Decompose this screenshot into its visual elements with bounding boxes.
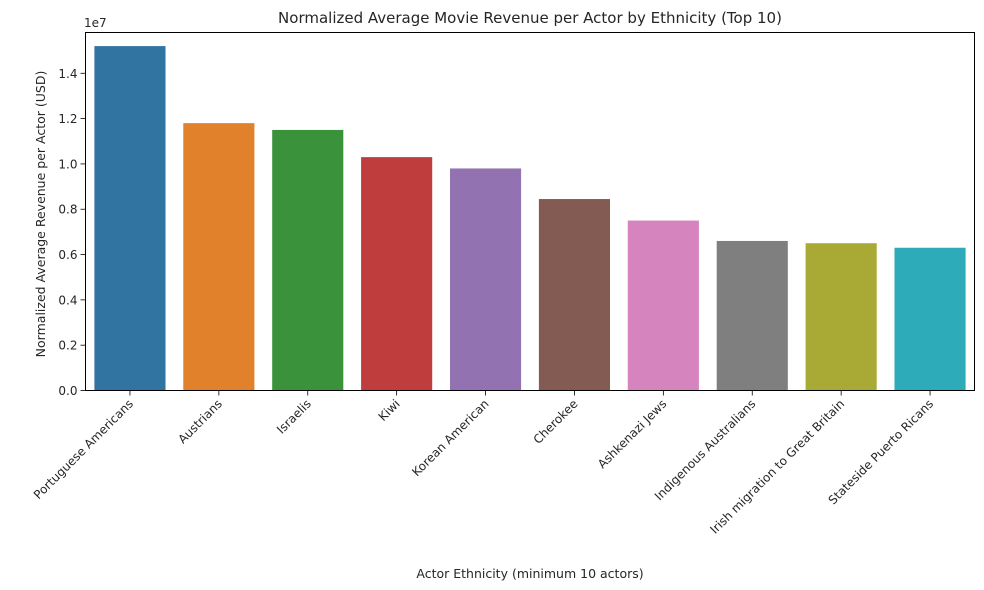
bar-7 xyxy=(627,220,699,391)
y-tick-label: 0.6 xyxy=(58,248,77,262)
bars-group xyxy=(94,46,966,391)
bar-9 xyxy=(805,243,877,391)
x-tick-label: Portuguese Americans xyxy=(31,397,136,502)
bar-3 xyxy=(272,129,344,391)
bar-4 xyxy=(361,157,433,391)
y-tick-label: 0.2 xyxy=(58,339,77,353)
plot-area-frame xyxy=(85,32,975,391)
y-tick-label: 0.0 xyxy=(58,384,77,398)
bar-6 xyxy=(538,199,611,391)
x-tick-label: Kiwi xyxy=(376,397,403,424)
y-tick-label: 0.8 xyxy=(58,203,77,217)
bar-2 xyxy=(183,123,255,391)
x-tick-label: Austrians xyxy=(175,397,225,447)
x-tick-label: Indigenous Australians xyxy=(652,397,759,504)
bar-1 xyxy=(94,46,166,391)
x-axis-ticks: Portuguese Americans Austrians Israelis Kiw… xyxy=(31,390,937,537)
x-tick-label: Cherokee xyxy=(531,397,581,447)
y-tick-label: 0.4 xyxy=(58,293,77,307)
chart-title: Normalized Average Movie Revenue per Act… xyxy=(278,9,782,27)
x-tick-label: Israelis xyxy=(274,397,314,437)
bar-8 xyxy=(716,240,788,391)
y-tick-label: 1.0 xyxy=(58,157,77,171)
y-tick-label: 1.4 xyxy=(58,67,77,81)
y-axis-ticks: 0.0 0.2 0.4 0.6 0.8 1.0 1.2 1.4 xyxy=(58,67,86,398)
x-tick-label: Korean American xyxy=(409,397,491,479)
x-axis-label: Actor Ethnicity (minimum 10 actors) xyxy=(416,566,643,581)
y-axis-label: Normalized Average Revenue per Actor (US… xyxy=(33,71,48,358)
x-tick-label: Ashkenazi Jews xyxy=(595,397,670,472)
bar-10 xyxy=(894,247,966,391)
y-tick-label: 1.2 xyxy=(58,112,77,126)
x-tick-label: Stateside Puerto Ricans xyxy=(826,397,937,508)
y-axis-offset-label: 1e7 xyxy=(84,16,107,30)
bar-5 xyxy=(449,168,522,391)
